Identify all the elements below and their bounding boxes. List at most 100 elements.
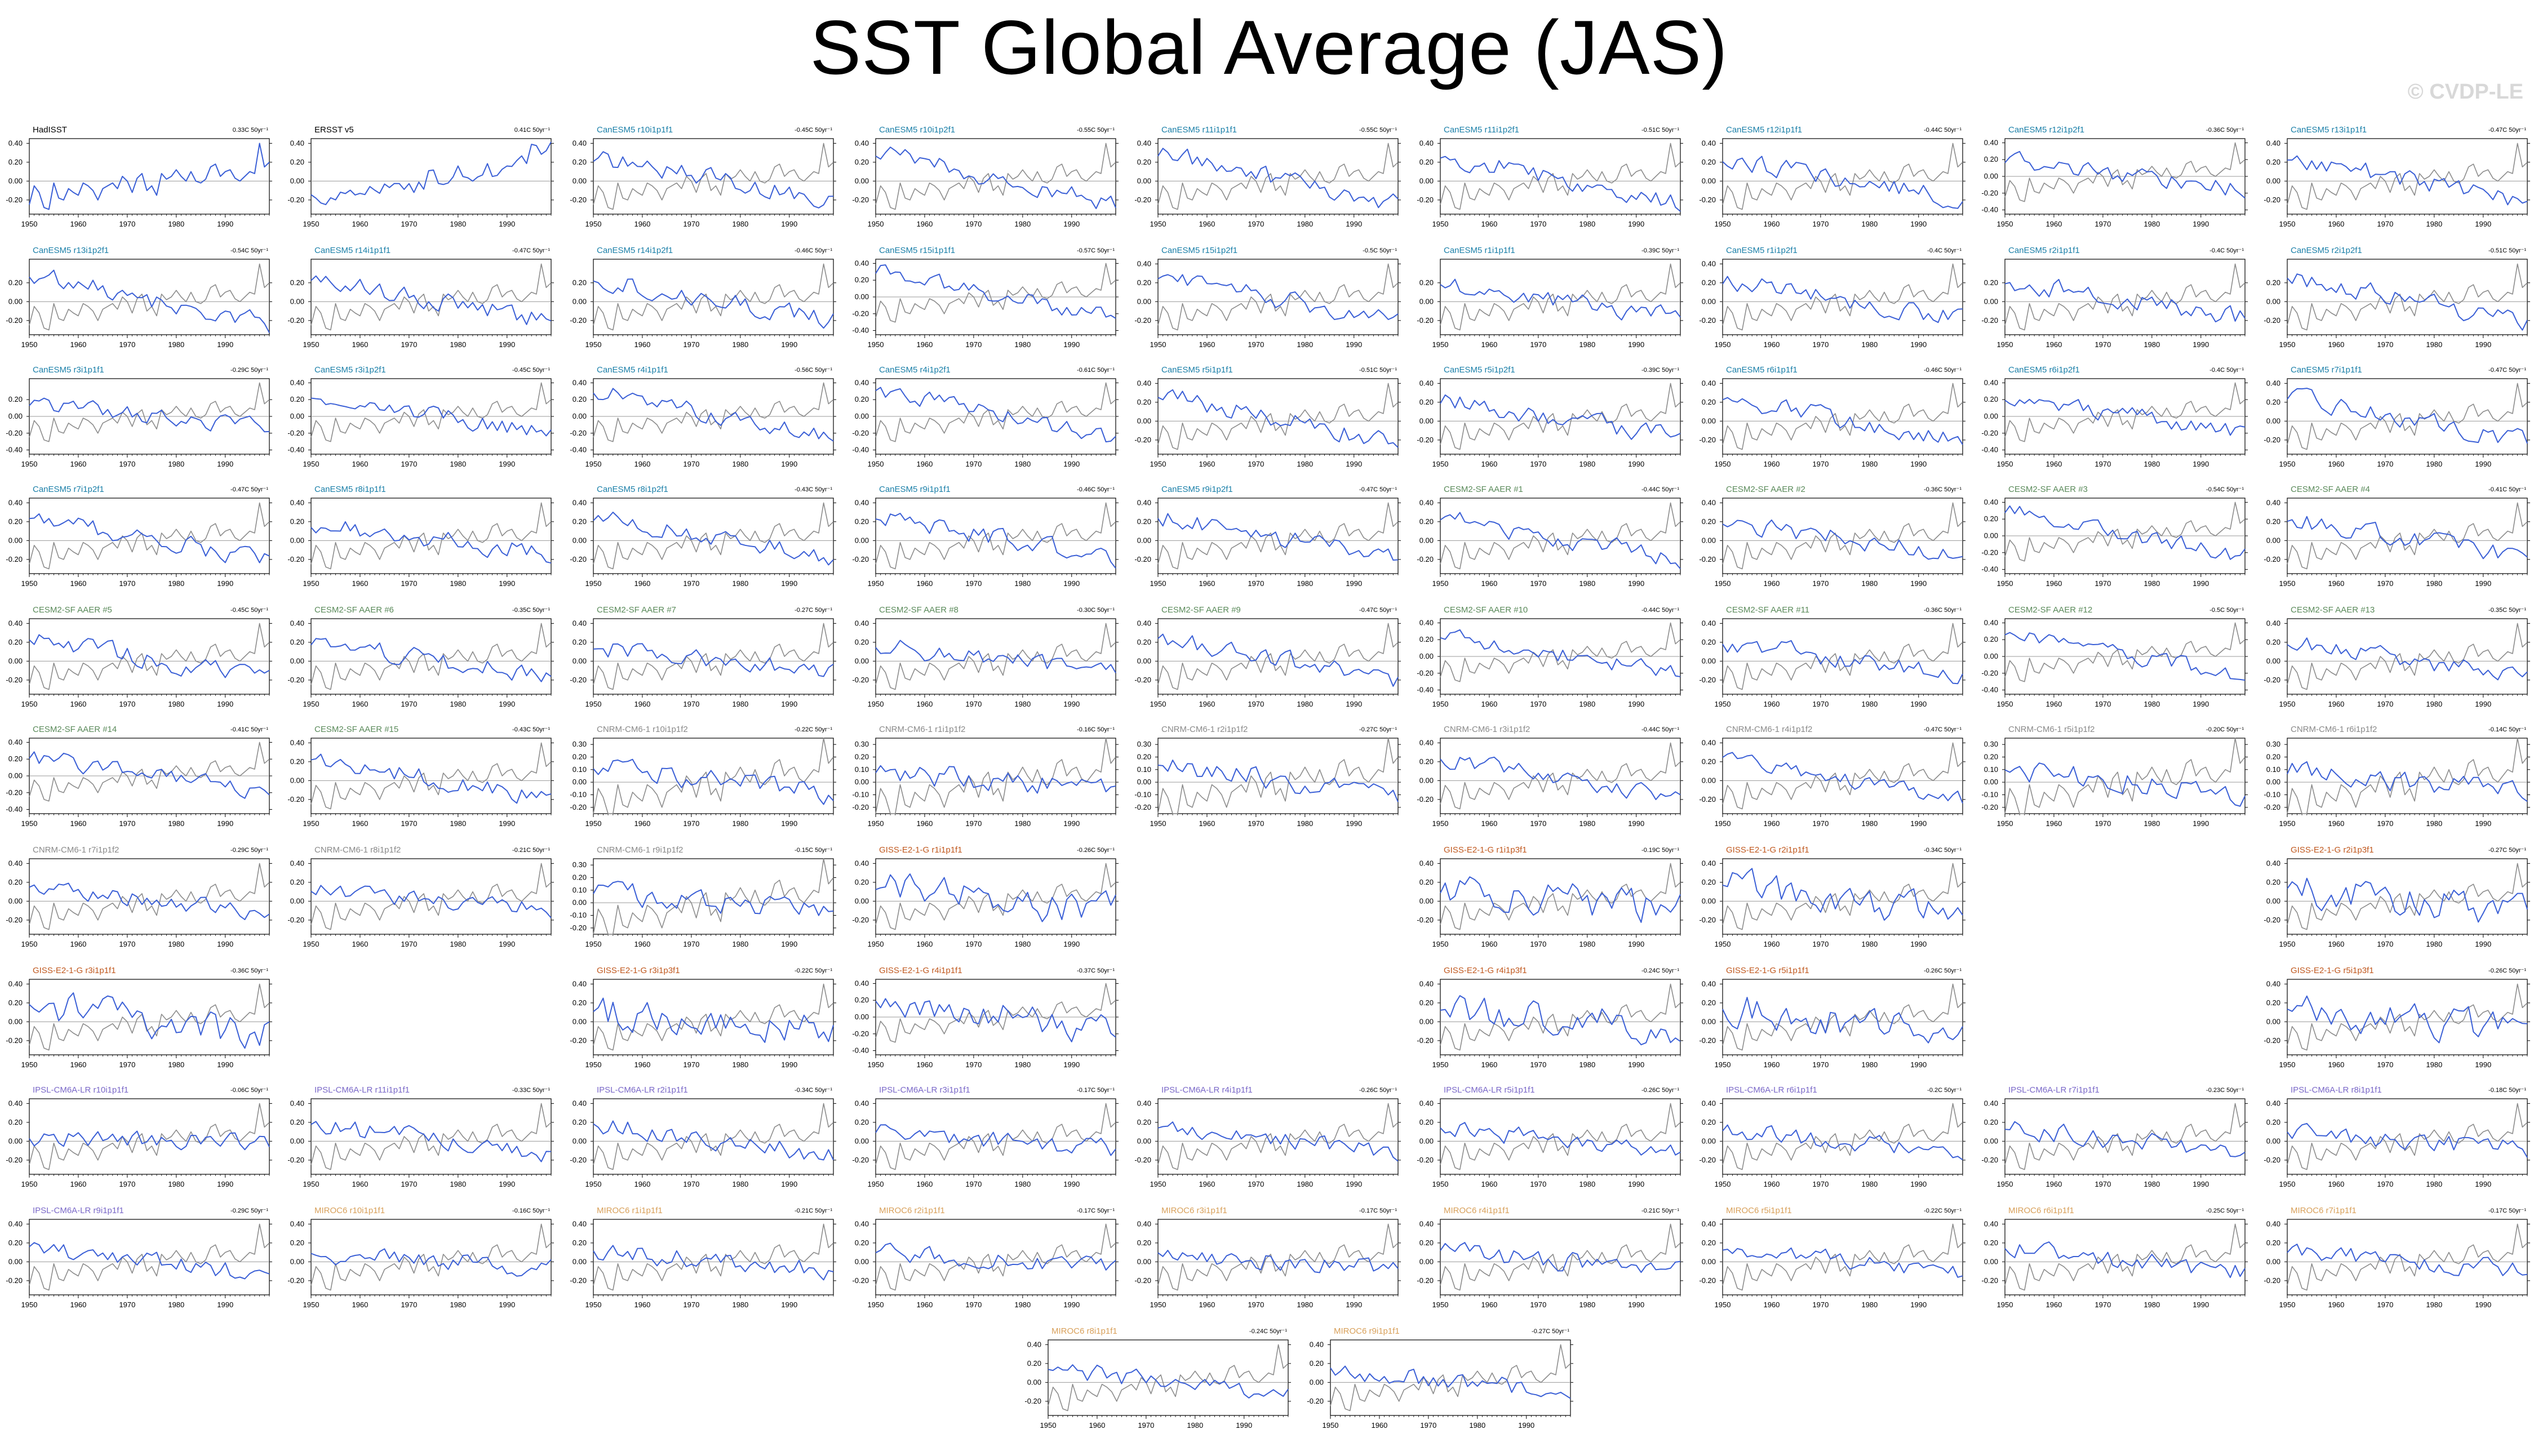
panel-trend-label: -0.44C 50yr⁻¹ xyxy=(1641,486,1679,493)
x-tick-label: 1980 xyxy=(1297,340,1313,349)
panel-title: CESM2-SF AAER #2 xyxy=(1726,485,1805,494)
observation-series-line xyxy=(1440,742,1681,810)
y-tick-label: -0.20 xyxy=(1134,436,1151,444)
x-tick-label: 1960 xyxy=(2046,220,2062,228)
observation-series-line xyxy=(1157,738,1399,814)
y-tick-label: 0.30 xyxy=(2266,740,2280,748)
panel-title: GISS-E2-1-G r4i1p3f1 xyxy=(1444,966,1527,975)
simulation-series-line xyxy=(875,387,1116,443)
observation-series-line xyxy=(1722,143,1963,210)
y-tick-label: 0.20 xyxy=(573,998,587,1007)
y-tick-label: 0.00 xyxy=(290,412,304,420)
chart-panel: CNRM-CM6-1 r1i1p1f2 -0.16C 50yr⁻¹ 0.30 0.20… xyxy=(846,725,1119,837)
panel-trend-label: -0.26C 50yr⁻¹ xyxy=(1077,847,1115,854)
y-tick-label: -0.20 xyxy=(1981,429,1998,437)
chart-panel: CESM2-SF AAER #11 -0.36C 50yr⁻¹ 0.40 0.20 0.… xyxy=(1693,605,1965,718)
x-tick-label: 1960 xyxy=(2328,340,2344,349)
x-tick-label: 1970 xyxy=(2095,819,2111,828)
x-tick-label: 1990 xyxy=(1628,819,1644,828)
x-tick-label: 1950 xyxy=(585,220,602,228)
y-tick-label: 0.20 xyxy=(1419,757,1434,766)
x-tick-label: 1980 xyxy=(2426,579,2442,588)
panel-plot: 0.20 0.00 -0.20 1950 1960 1970 1980 1990 xyxy=(1417,259,1683,349)
y-tick-label: 0.00 xyxy=(1702,776,1716,784)
chart-panel: CanESM5 r8i1p2f1 -0.43C 50yr⁻¹ 0.40 0.20 0.0… xyxy=(564,485,836,597)
chart-panel: CNRM-CM6-1 r4i1p1f2 -0.47C 50yr⁻¹ 0.40 0.20… xyxy=(1693,725,1965,837)
y-tick-label: 0.20 xyxy=(573,753,587,761)
panel-plot: 0.40 0.20 0.00 -0.20 1950 1960 1970 1980 1990 xyxy=(1134,378,1401,468)
chart-panel: GISS-E2-1-G r2i1p3f1 -0.27C 50yr⁻¹ 0.40 0.2… xyxy=(2258,845,2530,958)
simulation-series-line xyxy=(2287,877,2528,923)
y-tick-label: 0.40 xyxy=(1419,618,1434,627)
x-tick-label: 1980 xyxy=(1579,1060,1595,1069)
x-tick-label: 1960 xyxy=(352,579,368,588)
x-tick-label: 1950 xyxy=(2279,220,2296,228)
panel-trend-label: -0.4C 50yr⁻¹ xyxy=(1927,247,1962,254)
chart-panel: CESM2-SF AAER #10 -0.44C 50yr⁻¹ 0.40 0.20 0.… xyxy=(1411,605,1683,718)
chart-panel: CanESM5 r11i1p2f1 -0.51C 50yr⁻¹ 0.40 0.20 0.… xyxy=(1411,125,1683,238)
x-tick-label: 1950 xyxy=(1432,1060,1449,1069)
plot-frame xyxy=(29,618,270,695)
plot-frame xyxy=(1722,378,1963,455)
x-tick-label: 1950 xyxy=(21,579,38,588)
y-tick-label: 0.20 xyxy=(1137,158,1151,166)
x-tick-label: 1990 xyxy=(1910,220,1927,228)
simulation-series-line xyxy=(310,885,552,918)
plot-frame xyxy=(1722,979,1963,1055)
x-tick-label: 1990 xyxy=(1910,940,1927,948)
panel-trend-label: -0.35C 50yr⁻¹ xyxy=(512,607,550,614)
x-tick-label: 1970 xyxy=(401,460,417,468)
x-tick-label: 1970 xyxy=(2377,460,2393,468)
x-tick-label: 1970 xyxy=(1530,700,1546,708)
y-tick-label: 0.20 xyxy=(290,517,304,526)
panel-title: CanESM5 r11i1p2f1 xyxy=(1444,125,1519,135)
y-tick-label: -0.20 xyxy=(1134,803,1151,811)
y-tick-label: 0.20 xyxy=(8,998,23,1007)
x-tick-label: 1970 xyxy=(683,220,699,228)
chart-panel: CanESM5 r10i1p1f1 -0.45C 50yr⁻¹ 0.40 0.20 0.… xyxy=(564,125,836,238)
x-tick-label: 1980 xyxy=(1861,940,1878,948)
x-tick-label: 1970 xyxy=(1248,579,1264,588)
chart-panel: CanESM5 r9i1p1f1 -0.46C 50yr⁻¹ 0.40 0.20 0.0… xyxy=(846,485,1119,597)
panel-title: CanESM5 r6i1p2f1 xyxy=(2008,365,2080,375)
x-tick-label: 1950 xyxy=(2279,579,2296,588)
y-tick-label: 0.00 xyxy=(1137,778,1151,786)
panel-trend-label: -0.51C 50yr⁻¹ xyxy=(2488,247,2526,254)
x-tick-label: 1970 xyxy=(683,819,699,828)
panel-trend-label: -0.20C 50yr⁻¹ xyxy=(2206,726,2244,733)
simulation-series-line xyxy=(1157,274,1399,320)
x-tick-label: 1960 xyxy=(1763,220,1780,228)
panel-trend-label: -0.37C 50yr⁻¹ xyxy=(1077,967,1115,974)
x-tick-label: 1990 xyxy=(781,340,797,349)
panel-plot: 0.40 0.20 0.00 -0.20 1950 1960 1970 1980 1990 xyxy=(1134,138,1401,228)
plot-frame xyxy=(310,138,552,215)
simulation-series-line xyxy=(1157,633,1399,687)
observation-series-line xyxy=(2004,142,2246,202)
y-tick-label: -0.40 xyxy=(852,1046,869,1055)
chart-panel: CanESM5 r1i1p2f1 -0.4C 50yr⁻¹ 0.40 0.20 0.00… xyxy=(1693,246,1965,358)
panel-title: ERSST v5 xyxy=(314,125,354,135)
chart-panel: CESM2-SF AAER #4 -0.41C 50yr⁻¹ 0.40 0.20 0.0… xyxy=(2258,485,2530,597)
observation-series-line xyxy=(1722,623,1963,690)
x-tick-label: 1980 xyxy=(1014,340,1031,349)
x-tick-label: 1980 xyxy=(2426,220,2442,228)
x-tick-label: 1980 xyxy=(1579,220,1595,228)
y-tick-label: 0.00 xyxy=(290,896,304,905)
chart-panel: CESM2-SF AAER #12 -0.5C 50yr⁻¹ 0.40 0.20 0.0… xyxy=(1976,605,2248,718)
y-tick-label: 0.20 xyxy=(855,276,869,284)
x-tick-label: 1950 xyxy=(1432,340,1449,349)
y-tick-label: 0.20 xyxy=(1137,638,1151,646)
x-tick-label: 1990 xyxy=(2475,819,2491,828)
panel-plot: 0.40 0.20 0.00 -0.20 -0.40 1950 1960 1970 1980 19… xyxy=(1981,618,2248,708)
x-tick-label: 1990 xyxy=(1346,579,1362,588)
y-tick-label: 0.10 xyxy=(573,765,587,774)
x-tick-label: 1960 xyxy=(1481,460,1497,468)
y-tick-label: 0.20 xyxy=(290,278,304,287)
x-tick-label: 1950 xyxy=(1432,220,1449,228)
panel-trend-label: -0.21C 50yr⁻¹ xyxy=(512,847,550,854)
x-tick-label: 1970 xyxy=(2095,579,2111,588)
observation-series-line xyxy=(1157,143,1399,210)
x-tick-label: 1990 xyxy=(2193,460,2209,468)
panel-plot: 0.40 0.20 0.00 -0.20 1950 1960 1970 1980 1990 xyxy=(6,858,272,948)
panel-title: CanESM5 r11i1p1f1 xyxy=(1161,125,1237,135)
